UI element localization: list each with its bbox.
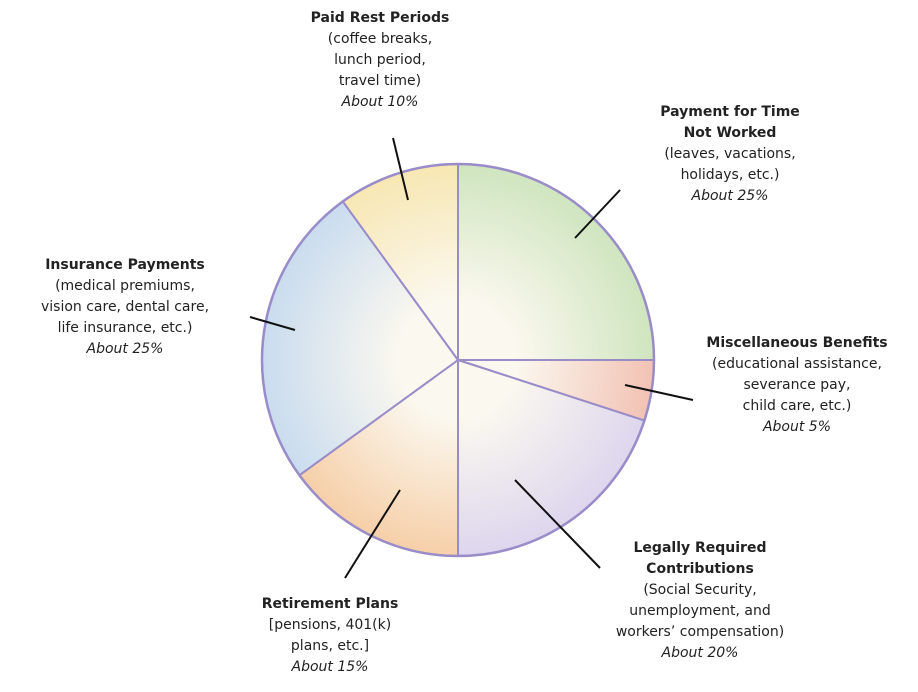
slice-description: (Social Security, [643, 582, 757, 598]
slice-title: Retirement Plans [261, 596, 399, 612]
leader-line [249, 316, 296, 331]
value-label: About 25% [86, 341, 164, 357]
slice-description: holidays, etc.) [680, 167, 780, 183]
value-label: About 15% [291, 659, 369, 675]
slice-label: Payment for Time Not Worked (leaves, vaca… [655, 102, 805, 207]
slice-title: Miscellaneous Benefits [706, 335, 888, 351]
leader-line [574, 189, 621, 239]
slice-description: (educational assistance, [712, 356, 882, 372]
slice-description: [pensions, 401(k) [268, 617, 392, 633]
slice-description: (medical premiums, [55, 278, 195, 294]
value-label: About 20% [661, 645, 739, 661]
leader-line [514, 479, 601, 569]
slice-label: Insurance Payments (medical premiums, visi… [5, 255, 245, 360]
slice-label: Paid Rest Periods (coffee breaks, lunch pe… [280, 8, 480, 113]
slice-label: Retirement Plans [pensions, 401(k) plans, … [245, 594, 415, 678]
slice-title: Insurance Payments [45, 257, 205, 273]
slice-description: workers’ compensation) [615, 624, 785, 640]
pie-outline [260, 162, 656, 558]
slice-label: Legally Required Contributions (Social Se… [610, 538, 790, 664]
pie-slice [457, 162, 656, 361]
leader-line [344, 489, 401, 579]
slice-description: (leaves, vacations, [664, 146, 796, 162]
slice-title: Paid Rest Periods [310, 10, 450, 26]
value-label: About 10% [341, 94, 419, 110]
leader-line [392, 137, 409, 201]
slice-title: Payment for Time Not Worked [660, 104, 800, 141]
slice-description: plans, etc.] [290, 638, 370, 654]
slice-description: severance pay, [743, 377, 851, 393]
value-label: About 5% [762, 419, 832, 435]
slice-title: Legally Required Contributions [633, 540, 767, 577]
slice-description: (coffee breaks, [327, 31, 433, 47]
slice-description: child care, etc.) [742, 398, 852, 414]
slice-description: unemployment, and [629, 603, 771, 619]
leader-line [624, 384, 694, 401]
slice-description: life insurance, etc.) [57, 320, 193, 336]
slice-description: vision care, dental care, [40, 299, 210, 315]
slice-label: Miscellaneous Benefits (educational assis… [682, 333, 912, 438]
value-label: About 25% [691, 188, 769, 204]
slice-description: lunch period, [334, 52, 426, 68]
slice-description: travel time) [338, 73, 422, 89]
